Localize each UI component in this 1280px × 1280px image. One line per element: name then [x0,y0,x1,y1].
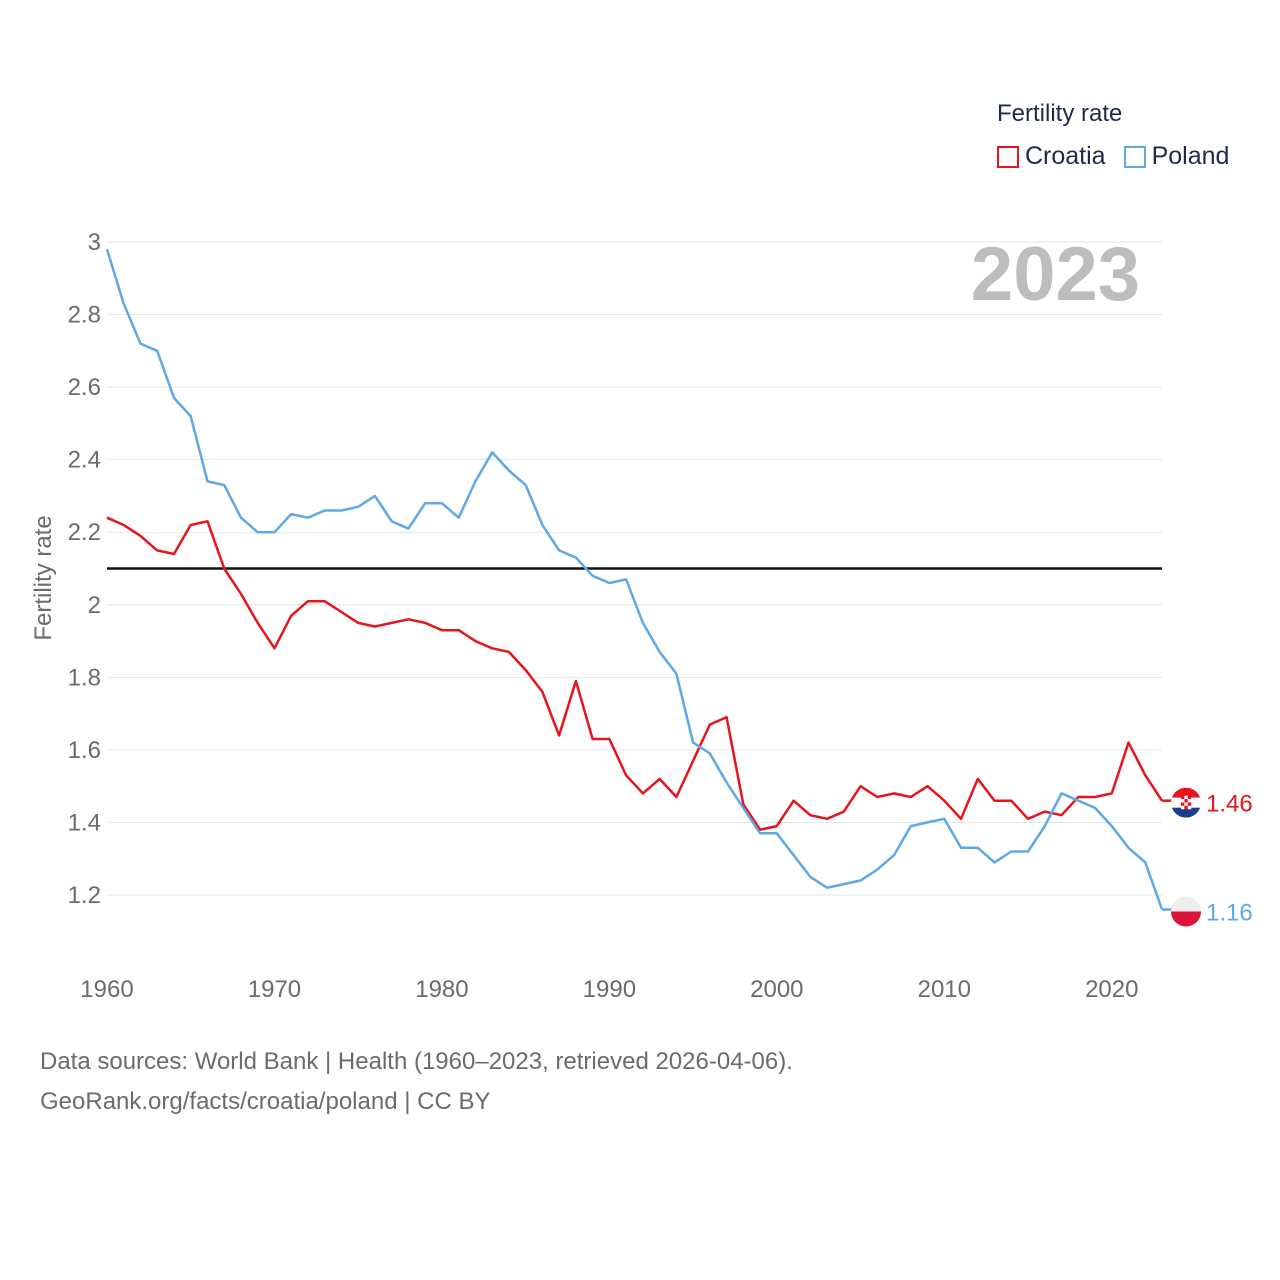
x-tick-label: 1970 [248,976,301,1003]
x-tick-label: 1990 [583,976,636,1003]
source-line-1: Data sources: World Bank | Health (1960–… [40,1048,793,1075]
legend-label-poland: Poland [1151,142,1230,170]
x-tick-label: 1960 [80,976,133,1003]
source-line-2[interactable]: GeoRank.org/facts/croatia/poland | CC BY [40,1088,491,1115]
end-value-label-croatia: 1.46 [1206,791,1253,818]
legend-item-poland[interactable]: Poland [1123,142,1230,171]
poland-flag-icon [1171,896,1201,927]
y-tick-label: 1.8 [68,664,101,691]
y-tick-label: 3 [88,229,101,256]
source-note: Data sources: World Bank | Health (1960–… [40,1042,793,1122]
x-axis-ticks: 1960 1970 1980 1990 2000 2010 2020 [80,976,1138,1003]
y-axis-label: Fertility rate [30,515,57,640]
x-tick-label: 1980 [415,976,468,1003]
y-tick-label: 2.2 [68,519,101,546]
gridlines [107,241,1162,896]
y-tick-label: 2 [88,592,101,619]
x-tick-label: 2010 [918,976,971,1003]
x-tick-label: 2020 [1085,976,1138,1003]
end-markers: 1.46 1.16 [1162,787,1253,927]
legend: Croatia Poland [997,142,1247,171]
y-tick-label: 2.6 [68,374,101,401]
y-tick-label: 1.4 [68,809,101,836]
legend-title: Fertility rate [997,100,1123,127]
y-tick-label: 1.6 [68,737,101,764]
y-tick-label: 2.8 [68,302,101,329]
series-line-croatia[interactable] [106,516,1164,831]
croatia-flag-icon [1171,787,1201,818]
end-value-label-poland: 1.16 [1206,900,1253,927]
y-tick-label: 1.2 [68,882,101,909]
current-year-label: 2023 [971,232,1140,317]
y-tick-label: 2.4 [68,447,101,474]
series-line-poland[interactable] [105,248,1164,910]
series-group [105,248,1164,910]
x-tick-label: 2000 [750,976,803,1003]
legend-swatch-poland [1123,145,1146,168]
legend-label-croatia: Croatia [1025,142,1106,170]
legend-swatch-croatia [997,145,1019,168]
legend-item-croatia[interactable]: Croatia [997,142,1106,171]
y-axis-ticks: 1.2 1.4 1.6 1.8 2 2.2 2.4 2.6 2.8 3 [68,229,101,909]
